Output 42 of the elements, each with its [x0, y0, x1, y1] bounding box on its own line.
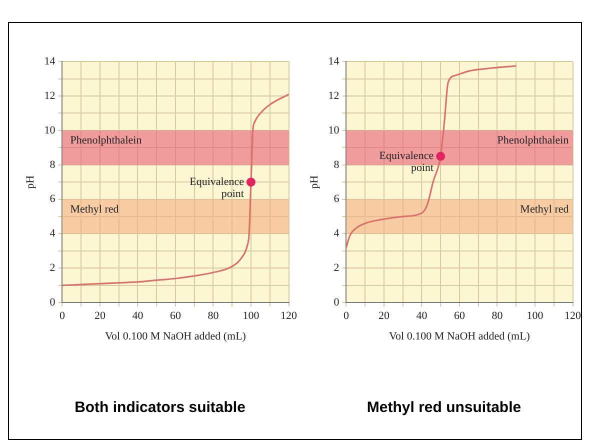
x-tick-label: 0 [343, 310, 350, 322]
x-tick-label: 80 [492, 310, 504, 322]
x-tick-label: 40 [132, 310, 144, 322]
x-tick-label: 100 [242, 310, 260, 322]
y-tick-label: 2 [334, 262, 340, 274]
band-label: Methyl red [520, 204, 570, 216]
x-tick-label: 20 [94, 310, 106, 322]
y-tick-label: 14 [328, 55, 340, 68]
x-axis-title: Vol 0.100 M NaOH added (mL) [389, 330, 530, 342]
x-tick-label: 20 [378, 310, 390, 322]
x-tick-label: 80 [208, 310, 220, 322]
x-tick-label: 60 [454, 310, 466, 322]
y-tick-label: 4 [50, 228, 56, 240]
x-tick-label: 0 [59, 310, 66, 322]
y-tick-label: 6 [50, 193, 56, 206]
annotation: Equivalence point [190, 176, 244, 200]
y-tick-label: 14 [44, 55, 56, 68]
y-tick-label: 6 [334, 193, 340, 206]
x-tick-label: 100 [526, 310, 544, 322]
x-axis-title: Vol 0.100 M NaOH added (mL) [105, 330, 246, 342]
y-tick-label: 8 [334, 158, 340, 171]
text: Both indicators suitable [74, 399, 246, 416]
y-tick-label: 0 [334, 296, 340, 308]
y-tick-label: 8 [50, 158, 56, 171]
y-tick-label: 10 [44, 124, 56, 136]
x-tick-label: 120 [280, 310, 298, 322]
x-tick-label: 40 [416, 310, 428, 322]
annotation: Equivalence point [379, 150, 434, 174]
text: Methyl red unsuitable [366, 399, 522, 416]
y-tick-label: 4 [334, 228, 340, 240]
y-tick-label: 0 [50, 296, 56, 308]
y-axis-title: pH [308, 175, 320, 189]
y-tick-label: 12 [44, 90, 56, 102]
x-tick-label: 120 [564, 310, 582, 322]
y-tick-label: 10 [328, 124, 340, 136]
band-label: Phenolphthalein [497, 134, 570, 147]
y-axis-title: pH [24, 175, 36, 189]
x-tick-label: 60 [170, 310, 182, 322]
band-label: Phenolphthalein [70, 134, 142, 147]
band-label: Methyl red [70, 204, 120, 216]
y-tick-label: 2 [50, 262, 56, 274]
y-tick-label: 12 [328, 90, 340, 102]
